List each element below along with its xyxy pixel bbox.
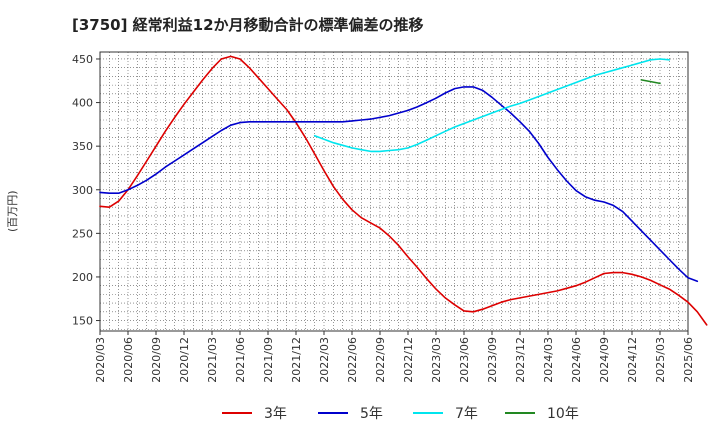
x-tick-label: 2021/06 xyxy=(234,337,247,383)
series-line-4 xyxy=(640,79,661,85)
x-tick-label: 2023/12 xyxy=(514,337,527,383)
legend-label-1: 3年 xyxy=(264,406,287,422)
chart-title: [3750] 経常利益12か月移動合計の標準偏差の推移 xyxy=(72,16,424,34)
y-tick-label: 300 xyxy=(72,184,93,197)
x-tick-label: 2022/03 xyxy=(318,337,331,383)
x-tick-label: 2022/12 xyxy=(402,337,415,383)
x-tick-label: 2020/03 xyxy=(94,337,107,383)
series-line-2 xyxy=(99,86,699,283)
y-tick-label: 250 xyxy=(72,227,93,240)
x-tick-label: 2025/03 xyxy=(654,337,667,383)
x-tick-label: 2024/12 xyxy=(626,337,639,383)
series-line-1 xyxy=(99,55,708,326)
legend-label-3: 7年 xyxy=(455,406,478,422)
x-tick-label: 2024/09 xyxy=(598,337,611,383)
x-tick-label: 2024/03 xyxy=(542,337,555,383)
legend-label-4: 10年 xyxy=(547,406,579,422)
y-tick-label: 150 xyxy=(72,315,93,328)
x-tick-label: 2020/09 xyxy=(150,337,163,383)
x-tick-label: 2021/09 xyxy=(262,337,275,383)
x-tick-label: 2023/03 xyxy=(430,337,443,383)
y-tick-label: 350 xyxy=(72,140,93,153)
x-tick-label: 2022/06 xyxy=(346,337,359,383)
plot-area xyxy=(100,52,688,331)
x-tick-label: 2021/03 xyxy=(206,337,219,383)
x-tick-label: 2025/06 xyxy=(682,337,695,383)
series-line-3 xyxy=(313,58,671,153)
x-tick-label: 2023/06 xyxy=(458,337,471,383)
plot-frame xyxy=(99,51,689,332)
x-tick-label: 2022/09 xyxy=(374,337,387,383)
y-tick-label: 400 xyxy=(72,97,93,110)
x-tick-label: 2020/06 xyxy=(122,337,135,383)
x-tick-label: 2021/12 xyxy=(290,337,303,383)
y-tick-label: 200 xyxy=(72,271,93,284)
x-tick-label: 2020/12 xyxy=(178,337,191,383)
y-tick-label: 450 xyxy=(72,53,93,66)
x-tick-label: 2023/09 xyxy=(486,337,499,383)
x-tick-label: 2024/06 xyxy=(570,337,583,383)
legend-label-2: 5年 xyxy=(360,406,383,422)
